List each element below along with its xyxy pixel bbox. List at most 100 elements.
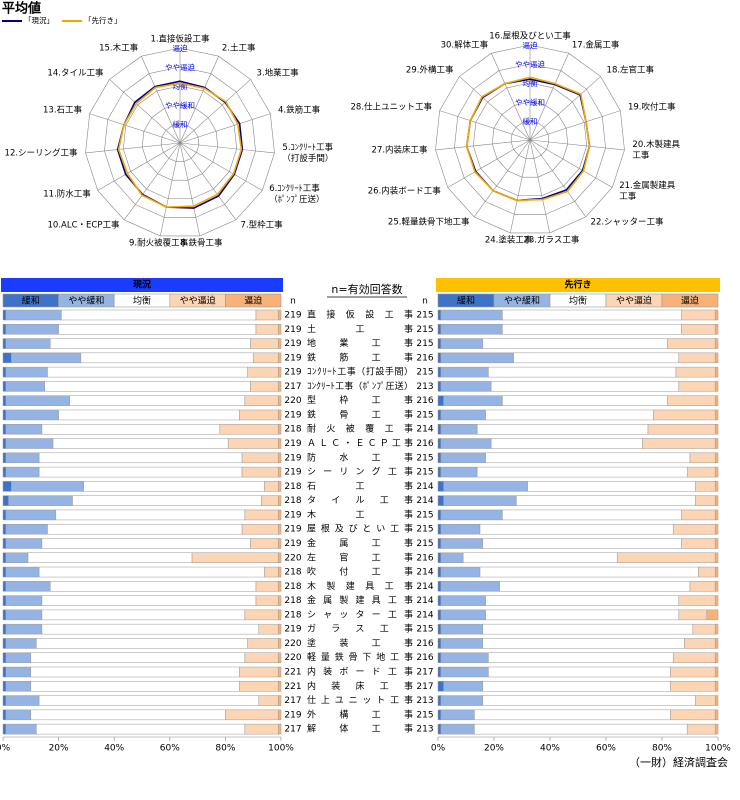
radar-ring bbox=[435, 44, 625, 234]
x-tick-label: 60% bbox=[596, 744, 616, 754]
bar-segment bbox=[2, 638, 7, 649]
panel-title: 現況 bbox=[133, 279, 151, 291]
bar-segment bbox=[502, 395, 668, 406]
bar-segment bbox=[670, 709, 716, 721]
bar-segment bbox=[244, 609, 279, 621]
bar-segment bbox=[277, 623, 282, 635]
source: （一財）経済調査会 bbox=[629, 755, 728, 769]
bar-segment bbox=[440, 466, 478, 478]
radar-level-label: 均衡 bbox=[523, 78, 538, 88]
category-label: タイル工事 bbox=[307, 494, 413, 506]
n-value: 214 bbox=[416, 610, 433, 620]
bar-segment bbox=[672, 523, 716, 535]
legend-label: やや逼迫 bbox=[180, 295, 216, 307]
bar-segment bbox=[672, 652, 716, 663]
bar-segment bbox=[36, 723, 246, 735]
bar-segment bbox=[5, 566, 40, 578]
bar-segment bbox=[277, 652, 282, 663]
bar-segment bbox=[437, 452, 442, 464]
bar-segment bbox=[684, 638, 716, 649]
n-value: 215 bbox=[416, 625, 433, 635]
radar-ring bbox=[510, 120, 550, 159]
radar-axis-label: 1.直接仮設工事 bbox=[150, 34, 210, 45]
category-label: ｺﾝｸﾘｰﾄ工事（ﾎﾟﾝﾌﾟ圧送） bbox=[307, 380, 413, 392]
bar-segment bbox=[440, 409, 486, 421]
n-value: 218 bbox=[284, 496, 301, 506]
bar-segment bbox=[678, 381, 716, 392]
bar-segment bbox=[47, 523, 243, 535]
radar-ring bbox=[473, 82, 587, 197]
bar-segment bbox=[250, 538, 279, 549]
n-value: 214 bbox=[416, 496, 433, 506]
n-value: 216 bbox=[416, 653, 433, 663]
bar-segment bbox=[5, 523, 48, 535]
bar-segment bbox=[440, 438, 492, 449]
radar-axis-label: 18.左官工事 bbox=[606, 65, 655, 76]
x-tick-label: 80% bbox=[652, 744, 672, 754]
radar-axis-label: 27.内装床工事 bbox=[371, 145, 428, 156]
bar-segment bbox=[2, 338, 7, 349]
bar-segment bbox=[670, 666, 716, 678]
radar-spoke bbox=[529, 139, 587, 218]
bar-segment bbox=[5, 324, 59, 335]
category-label: 木工事 bbox=[307, 508, 413, 520]
radar-axis-label: 10.ALC・ECP工事 bbox=[47, 220, 120, 231]
legend-label: 「現況」 bbox=[24, 16, 54, 25]
bar-segment bbox=[241, 466, 279, 478]
radar-spoke bbox=[89, 113, 181, 144]
bar-segment bbox=[437, 324, 442, 335]
radar-ring bbox=[454, 63, 606, 215]
bar-segment bbox=[2, 395, 7, 406]
bar-segment bbox=[277, 352, 282, 364]
bar-segment bbox=[277, 723, 282, 735]
radar-spoke bbox=[529, 53, 569, 141]
bar-segment bbox=[440, 623, 484, 635]
bar-segment bbox=[2, 452, 7, 464]
category-label: 直接仮設工事 bbox=[307, 309, 413, 321]
bar-segment bbox=[440, 381, 492, 392]
bar-segment bbox=[695, 695, 716, 706]
legend-label: 緩和 bbox=[22, 295, 40, 307]
bar-segment bbox=[488, 366, 677, 378]
n-value: 219 bbox=[284, 439, 301, 449]
radar-level-label: 緩和 bbox=[523, 116, 538, 126]
bar-segment bbox=[440, 338, 484, 349]
bar-segment bbox=[227, 438, 279, 449]
bar-segment bbox=[437, 623, 442, 635]
category-label: 金属工事 bbox=[307, 537, 413, 549]
radar-axis-label: 12.シーリング工事 bbox=[4, 148, 78, 159]
radar-axis-label: 20.木製建具 工事 bbox=[632, 139, 680, 161]
bar-segment bbox=[440, 423, 478, 435]
radar-axis-label: 17.金属工事 bbox=[571, 40, 620, 51]
radar-level-label: やや緩和 bbox=[515, 97, 545, 107]
bar-segment bbox=[2, 523, 7, 535]
bar-segment bbox=[437, 566, 442, 578]
bar-segment bbox=[5, 552, 29, 564]
bar-segment bbox=[2, 609, 7, 621]
bar-segment bbox=[437, 395, 444, 406]
bar-segment bbox=[440, 638, 484, 649]
bar-segment bbox=[440, 581, 500, 592]
radar-spoke bbox=[529, 139, 551, 233]
n-value: 214 bbox=[416, 582, 433, 592]
bar-segment bbox=[2, 381, 7, 392]
bar-segment bbox=[695, 481, 716, 492]
bar-segment bbox=[239, 666, 279, 678]
bar-segment bbox=[261, 495, 279, 506]
radar-axis-label: 29.外構工事 bbox=[405, 65, 454, 76]
bar-segment bbox=[277, 666, 282, 678]
bar-segment bbox=[239, 681, 279, 692]
bar-segment bbox=[482, 681, 671, 692]
category-label: 型枠工事 bbox=[307, 394, 413, 406]
category-label: 鉄骨工事 bbox=[307, 408, 413, 420]
bar-segment bbox=[219, 423, 279, 435]
n-value: 215 bbox=[416, 710, 433, 720]
bar-segment bbox=[437, 495, 444, 506]
bar-segment bbox=[714, 481, 719, 492]
n-value: 213 bbox=[416, 382, 433, 392]
radar-spoke bbox=[179, 56, 219, 144]
bar-segment bbox=[695, 495, 716, 506]
bar-segment bbox=[437, 523, 442, 535]
n-note: n=有効回答数 bbox=[331, 282, 402, 296]
bar-segment bbox=[5, 395, 70, 406]
